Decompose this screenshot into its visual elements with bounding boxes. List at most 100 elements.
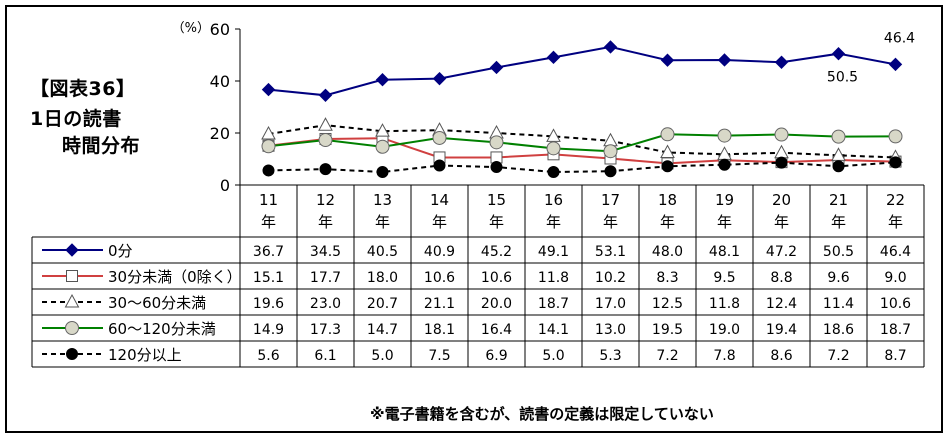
- legend-marker: [65, 243, 79, 257]
- legend-label: 120分以上: [108, 346, 182, 364]
- figure-title-line1: 1日の読書: [30, 108, 122, 130]
- x-tick-label: 17 年: [601, 191, 620, 231]
- legend-marker: [66, 270, 78, 282]
- x-tick-label: 14 年: [430, 191, 449, 231]
- table-value: 18.1: [424, 322, 455, 338]
- table-value: 8.6: [770, 348, 792, 364]
- data-label: 50.5: [827, 70, 858, 86]
- table-value: 6.1: [314, 348, 336, 364]
- table-value: 5.6: [257, 348, 279, 364]
- table-value: 5.0: [542, 348, 564, 364]
- data-point-marker: [432, 71, 447, 86]
- data-point-marker: [375, 123, 390, 137]
- data-point-marker: [432, 130, 447, 145]
- data-point-marker: [318, 133, 333, 148]
- data-point-marker: [375, 139, 390, 154]
- table-value: 18.7: [880, 322, 911, 338]
- table-value: 6.9: [485, 348, 507, 364]
- x-tick-label: 19 年: [715, 191, 734, 231]
- table-value: 11.8: [709, 296, 740, 312]
- data-point-marker: [546, 141, 561, 156]
- data-point-marker: [717, 128, 732, 143]
- data-point-marker: [603, 144, 618, 159]
- data-point-marker: [261, 125, 276, 140]
- x-tick-label: 13 年: [373, 191, 392, 231]
- x-tick-label: 16 年: [544, 191, 563, 231]
- table-value: 16.4: [481, 322, 512, 338]
- table-value: 14.9: [253, 322, 284, 338]
- figure-label: 【図表36】: [30, 78, 136, 100]
- table-value: 11.8: [538, 270, 569, 286]
- table-value: 14.1: [538, 322, 569, 338]
- data-point-marker: [603, 40, 618, 54]
- data-point-marker: [660, 144, 675, 158]
- data-point-marker: [661, 160, 674, 173]
- table-value: 13.0: [595, 322, 626, 338]
- data-point-marker: [832, 160, 845, 173]
- x-tick-label: 11 年: [259, 191, 278, 231]
- table-value: 7.2: [656, 348, 678, 364]
- data-point-marker: [660, 53, 675, 67]
- data-point-marker: [774, 127, 789, 142]
- table-value: 19.0: [709, 322, 740, 338]
- figure-title-line2: 時間分布: [62, 135, 141, 157]
- data-point-marker: [717, 53, 732, 67]
- data-point-marker: [318, 88, 333, 103]
- table-value: 15.1: [253, 270, 284, 286]
- table-value: 8.3: [656, 270, 678, 286]
- y-tick-label: 0: [220, 176, 230, 195]
- x-tick-label: 15 年: [487, 191, 506, 231]
- table-value: 49.1: [538, 244, 569, 260]
- table-value: 10.2: [595, 270, 626, 286]
- table-value: 7.2: [827, 348, 849, 364]
- table-value: 36.7: [253, 244, 284, 260]
- legend-label: 30～60分未満: [108, 294, 206, 312]
- data-point-marker: [547, 166, 560, 178]
- data-point-marker: [888, 57, 903, 72]
- data-point-marker: [433, 159, 446, 172]
- legend-label: 30分未満（0除く）: [108, 268, 242, 286]
- y-tick-label: 60: [210, 20, 230, 39]
- data-point-marker: [262, 164, 275, 177]
- table-value: 9.5: [713, 270, 735, 286]
- data-point-marker: [831, 129, 846, 144]
- table-value: 17.0: [595, 296, 626, 312]
- table-value: 50.5: [823, 244, 854, 260]
- table-value: 10.6: [424, 270, 455, 286]
- table-value: 11.4: [823, 296, 854, 312]
- y-axis-unit-label: （%）: [172, 21, 210, 36]
- series-line: [268, 161, 896, 174]
- table-value: 46.4: [880, 244, 911, 260]
- table-value: 20.0: [481, 296, 512, 312]
- y-tick-label: 40: [210, 72, 230, 91]
- data-point-marker: [489, 60, 504, 75]
- table-value: 20.7: [367, 296, 398, 312]
- data-point-marker: [376, 166, 389, 178]
- table-value: 9.0: [884, 270, 906, 286]
- figure-frame: [5, 5, 943, 433]
- x-tick-label: 21 年: [829, 191, 848, 231]
- table-value: 17.3: [310, 322, 341, 338]
- table-value: 7.8: [713, 348, 735, 364]
- x-tick-label: 18 年: [658, 191, 677, 231]
- legend-marker: [64, 293, 80, 308]
- data-point-marker: [831, 46, 846, 61]
- data-point-marker: [660, 127, 675, 142]
- table-value: 10.6: [481, 270, 512, 286]
- table-value: 7.5: [428, 348, 450, 364]
- table-value: 48.1: [709, 244, 740, 260]
- series-line: [268, 133, 896, 153]
- table-value: 19.6: [253, 296, 284, 312]
- data-point-marker: [718, 158, 731, 171]
- data-point-marker: [319, 163, 332, 176]
- table-value: 40.9: [424, 244, 455, 260]
- x-tick-label: 20 年: [772, 191, 791, 231]
- footnote: ※電子書籍を含むが、読書の定義は限定していない: [370, 405, 714, 423]
- y-tick-label: 20: [210, 124, 230, 143]
- table-value: 14.7: [367, 322, 398, 338]
- legend-label: 0分: [108, 242, 133, 260]
- table-value: 40.5: [367, 244, 398, 260]
- data-point-marker: [888, 129, 903, 144]
- data-point-marker: [775, 156, 788, 169]
- data-point-marker: [261, 82, 276, 97]
